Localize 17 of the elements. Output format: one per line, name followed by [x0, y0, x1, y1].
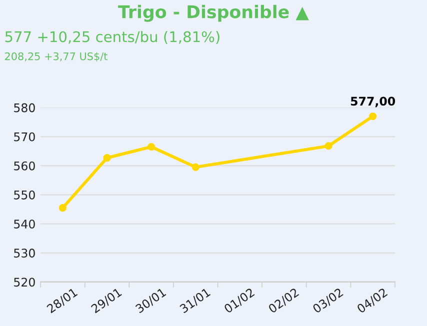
point	[58, 204, 67, 212]
point	[369, 112, 377, 120]
chart-title: Trigo - Disponible ▲	[118, 4, 309, 22]
y-tick-label: 570	[14, 132, 35, 142]
y-tick-label: 580	[14, 103, 35, 112]
y-tick-label: 530	[14, 248, 35, 258]
y-tick-label: 550	[14, 190, 35, 200]
point	[103, 154, 111, 162]
data-label: 577,00	[350, 96, 396, 108]
y-tick-label: 520	[14, 278, 35, 287]
y-tick-label: 540	[14, 220, 35, 229]
point	[324, 142, 332, 150]
text: 208,25 +3,77 US$/t	[5, 52, 108, 62]
chart-subtitle: 577 +10,25 cents/bu (1,81%)	[5, 30, 220, 44]
point	[148, 143, 156, 151]
y-tick-label: 560	[14, 161, 35, 170]
point	[192, 163, 200, 171]
